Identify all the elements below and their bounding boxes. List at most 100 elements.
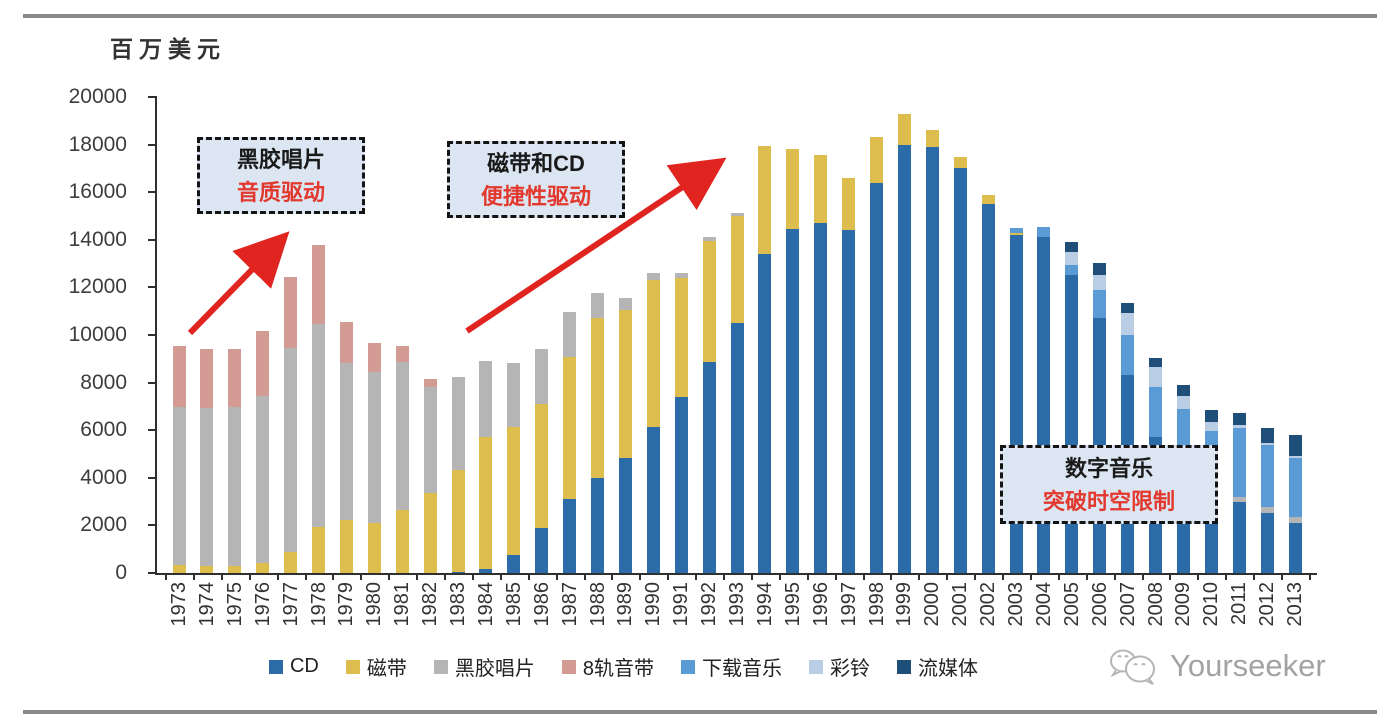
x-axis-label-1996: 1996 [809,582,832,627]
x-tick [778,573,781,580]
磁带-segment [172,564,186,573]
bar-1988 [591,293,604,573]
annotation-cassette-cd-subtitle: 便捷性驱动 [480,183,591,209]
x-axis-label-1988: 1988 [586,582,609,627]
x-axis-label-1973: 1973 [168,582,190,627]
磁带-segment [507,427,521,555]
x-axis-label-1981: 1981 [391,582,414,627]
x-tick [1085,573,1088,580]
x-tick [1002,573,1005,580]
磁带-segment [646,280,660,428]
彩铃-segment [1204,421,1218,432]
磁带-segment [563,357,577,499]
bar-1982 [423,379,437,573]
bar-1977 [284,276,298,573]
y-tick [148,524,157,527]
legend-swatch [268,659,283,674]
流媒体-segment [1121,303,1135,314]
黑胶唱片-segment [172,407,186,565]
bar-2002 [981,194,995,573]
x-axis-label-2007: 2007 [1116,582,1139,627]
x-axis-label-1993: 1993 [726,582,748,627]
CD-segment [479,569,493,573]
x-tick [304,573,307,580]
x-axis-label-1978: 1978 [307,582,330,627]
y-tick-label: 4000 [80,465,127,489]
legend-item-黑胶唱片: 黑胶唱片 [433,652,535,681]
x-axis-label-1997: 1997 [837,582,860,627]
bar-2001 [953,156,967,573]
磁带-segment [870,137,883,184]
磁带-segment [451,470,465,573]
磁带-segment [1009,232,1023,236]
legend-swatch [561,659,576,674]
x-tick [583,573,586,580]
CD-segment [1065,275,1079,573]
黑胶唱片-segment [228,407,242,566]
y-tick-label: 2000 [80,513,127,537]
y-tick [148,238,157,241]
磁带-segment [702,240,716,363]
CD-segment [674,397,688,573]
CD-segment [563,498,577,573]
CD-segment [842,230,856,573]
legend-item-8轨音带: 8轨音带 [561,652,654,681]
黑胶唱片-segment [451,377,465,471]
x-axis-label-2003: 2003 [1005,582,1027,627]
CD-segment [702,362,716,573]
磁带-segment [339,519,353,573]
bar-1978 [312,244,325,573]
x-tick [1057,573,1060,580]
流媒体-segment [1232,413,1246,426]
x-axis-label-2004: 2004 [1032,582,1055,627]
8轨音带-segment [423,379,437,388]
bar-1981 [395,346,409,573]
x-axis-label-2010: 2010 [1200,582,1223,627]
bar-1973 [172,346,186,573]
CD-segment [814,223,828,573]
bar-1998 [870,137,883,573]
x-tick [1169,573,1172,580]
黑胶唱片-segment [200,408,214,566]
x-tick [499,573,502,580]
legend-item-下载音乐: 下载音乐 [681,652,782,681]
x-tick [248,573,251,580]
黑胶唱片-segment [591,293,604,319]
watermark: Yourseeker [1108,644,1326,688]
8轨音带-segment [367,343,381,372]
CD-segment [870,183,883,573]
x-tick [555,573,558,580]
wechat-logo-icon [1110,649,1155,685]
x-axis-label-1995: 1995 [781,582,804,627]
legend-label: 8轨音带 [582,658,654,680]
legend-item-磁带: 磁带 [345,652,407,681]
CD-segment [535,528,549,573]
8轨音带-segment [312,244,325,325]
legend-item-彩铃: 彩铃 [809,652,870,681]
彩铃-segment [1065,252,1079,266]
x-axis-label-2013: 2013 [1284,582,1306,627]
磁带-segment [786,149,800,230]
legend-item-流媒体: 流媒体 [897,652,978,681]
x-tick [806,573,809,580]
annotation-vinyl: 黑胶唱片 音质驱动 [197,137,365,214]
y-tick-label: 14000 [68,227,127,251]
x-tick [890,573,893,580]
磁带-segment [479,436,493,570]
黑胶唱片-segment [618,298,632,311]
x-axis-label-1987: 1987 [558,582,581,627]
x-tick [834,573,837,580]
下载音乐-segment [1121,335,1135,375]
黑胶唱片-segment [479,360,493,437]
黑胶唱片-segment [339,363,353,520]
x-axis-label-2009: 2009 [1172,582,1195,627]
CD-segment [646,427,660,573]
x-tick [1197,573,1200,580]
磁带-segment [925,130,939,148]
黑胶唱片-segment [395,361,409,510]
legend-item-CD: CD [268,652,319,681]
bar-2007 [1121,303,1135,573]
磁带-segment [674,277,688,398]
legend-swatch [681,659,695,674]
